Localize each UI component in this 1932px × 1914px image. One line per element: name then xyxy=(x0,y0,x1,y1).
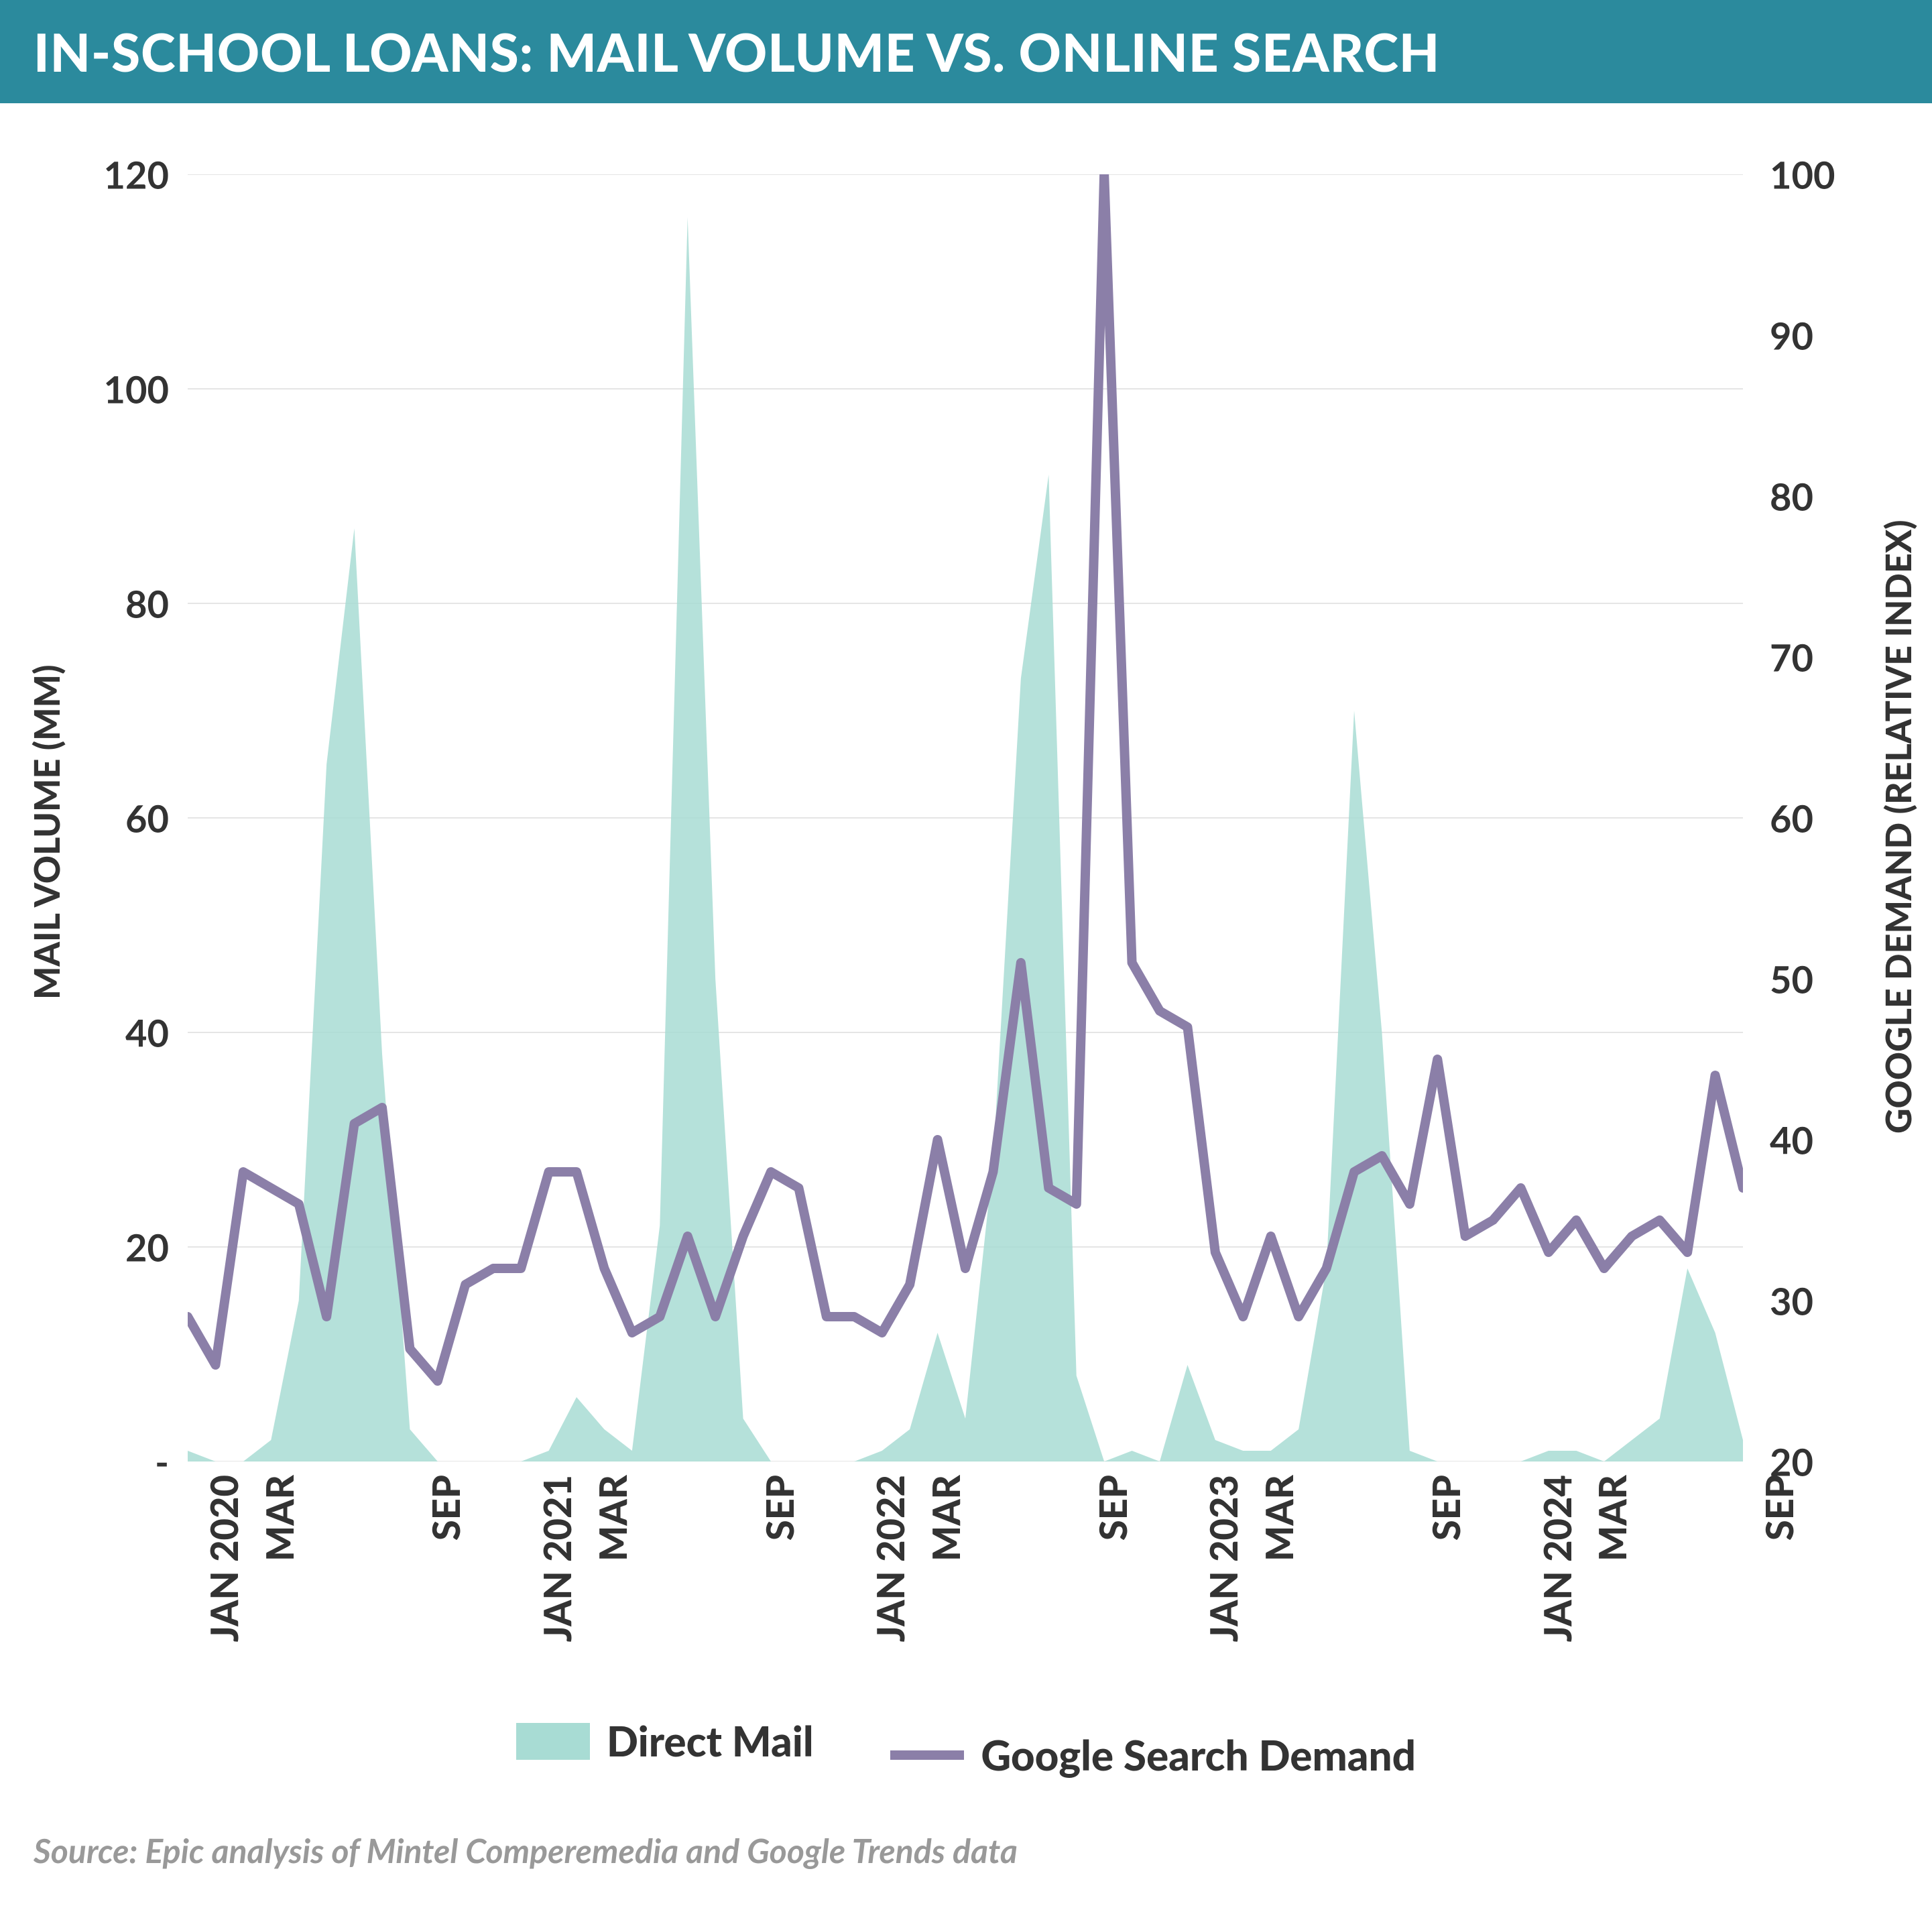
y-left-tick: 20 xyxy=(35,1225,169,1270)
x-tick: SEP xyxy=(1090,1475,1135,1541)
y-left-tick: 40 xyxy=(35,1010,169,1055)
source-note: Source: Epic analysis of Mintel Comperem… xyxy=(34,1830,1018,1870)
legend-item-direct-mail: Direct Mail xyxy=(516,1716,814,1766)
x-tick: MAR xyxy=(590,1475,635,1561)
chart-svg xyxy=(188,174,1743,1461)
y-right-tick: 70 xyxy=(1770,635,1870,680)
direct-mail-area xyxy=(188,217,1743,1461)
chart-title-bar: IN-SCHOOL LOANS: MAIL VOLUME VS. ONLINE … xyxy=(0,0,1932,103)
x-tick: MAR xyxy=(1589,1475,1634,1561)
y-right-tick: 30 xyxy=(1770,1278,1870,1323)
google-demand-line xyxy=(188,174,1743,1381)
legend-swatch-line-icon xyxy=(890,1750,964,1760)
chart-plot-area xyxy=(188,174,1743,1461)
chart-legend: Direct Mail Google Search Demand xyxy=(0,1716,1932,1780)
y-left-tick: 120 xyxy=(35,152,169,197)
x-tick: SEP xyxy=(423,1475,468,1541)
x-tick: MAR xyxy=(1256,1475,1301,1561)
x-tick: JAN 2023 xyxy=(1201,1475,1246,1642)
y-right-tick: 80 xyxy=(1770,474,1870,519)
legend-swatch-area-icon xyxy=(516,1723,590,1760)
x-tick: JAN 2024 xyxy=(1534,1475,1579,1642)
x-tick: SEP xyxy=(1756,1475,1801,1541)
legend-label-google: Google Search Demand xyxy=(981,1730,1416,1780)
y-right-tick: 40 xyxy=(1770,1118,1870,1162)
y-right-tick: 50 xyxy=(1770,957,1870,1002)
y-right-tick: 90 xyxy=(1770,313,1870,358)
y-left-axis-label: MAIL VOLUME (MM) xyxy=(26,503,68,839)
legend-label-direct-mail: Direct Mail xyxy=(607,1716,814,1766)
y-left-tick: 100 xyxy=(35,367,169,412)
legend-item-google: Google Search Demand xyxy=(890,1730,1416,1780)
y-left-tick: - xyxy=(35,1439,169,1484)
chart-title: IN-SCHOOL LOANS: MAIL VOLUME VS. ONLINE … xyxy=(34,20,1440,83)
y-left-tick: 60 xyxy=(35,796,169,841)
x-tick: JAN 2020 xyxy=(201,1475,246,1642)
x-tick: MAR xyxy=(923,1475,968,1561)
x-tick: MAR xyxy=(257,1475,302,1561)
y-right-tick: 100 xyxy=(1770,152,1870,197)
y-right-tick: 60 xyxy=(1770,796,1870,841)
chart-container: IN-SCHOOL LOANS: MAIL VOLUME VS. ONLINE … xyxy=(0,0,1932,1914)
x-tick: SEP xyxy=(757,1475,802,1541)
x-tick: SEP xyxy=(1423,1475,1468,1541)
y-left-tick: 80 xyxy=(35,581,169,626)
x-tick: JAN 2022 xyxy=(867,1475,912,1642)
x-tick: JAN 2021 xyxy=(534,1475,579,1642)
y-right-axis-label: GOOGLE DEMAND (RELATIVE INDEX) xyxy=(1878,225,1919,839)
